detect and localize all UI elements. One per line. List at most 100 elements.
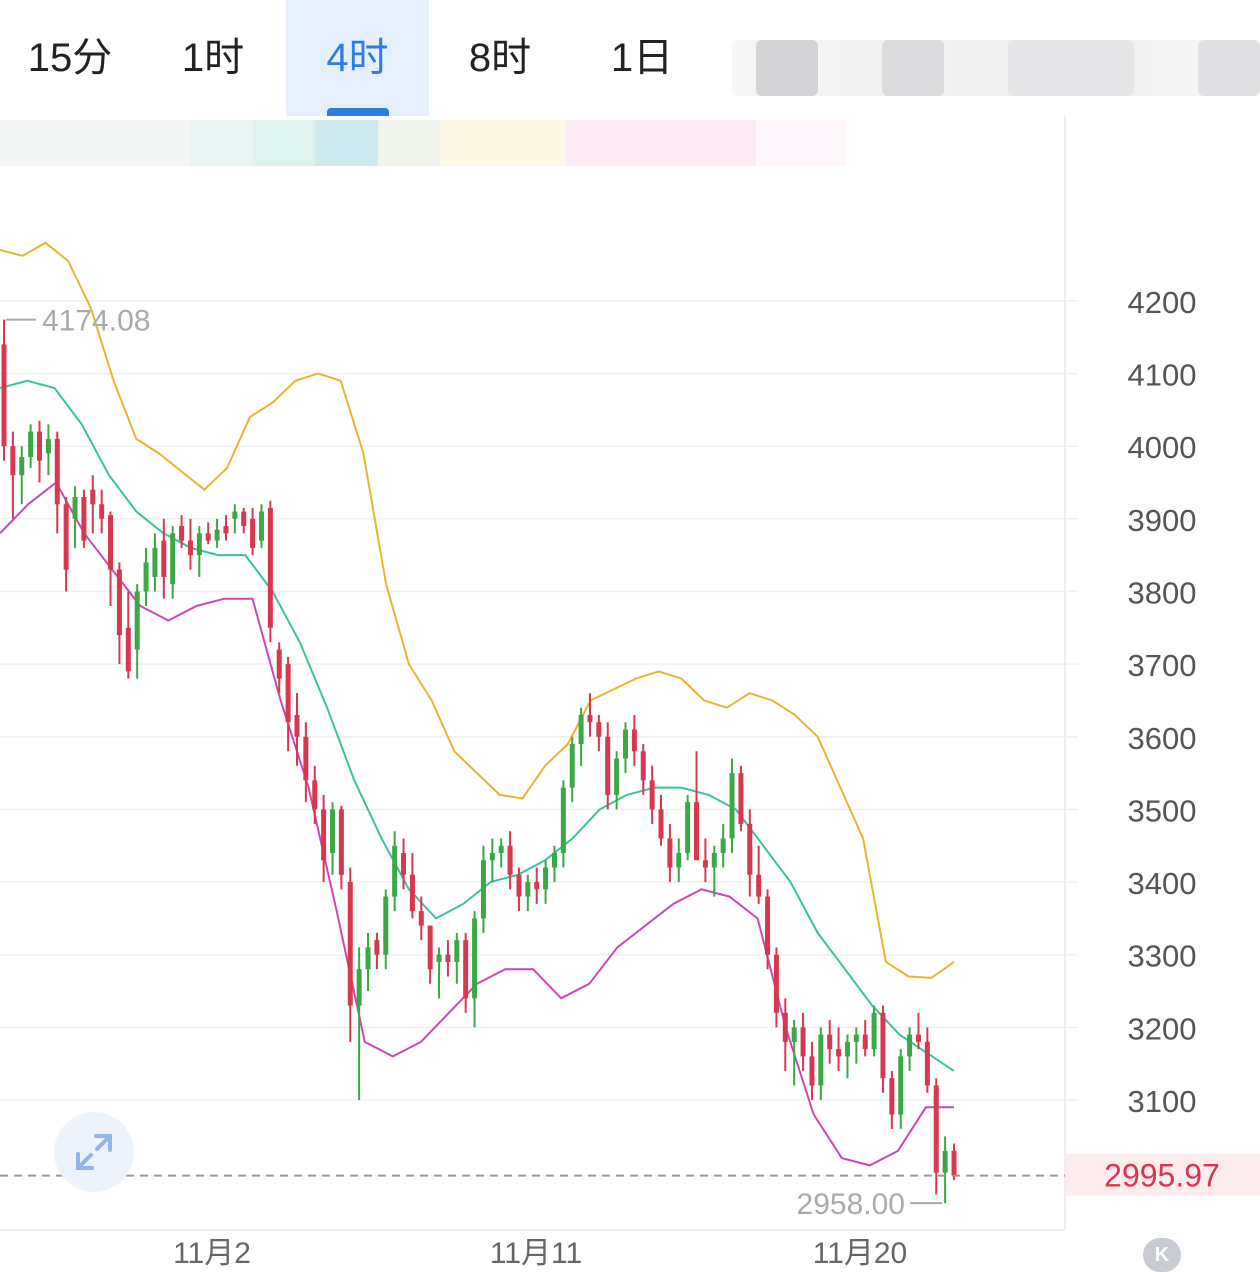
last-price-label: 2995.97 — [1104, 1158, 1220, 1194]
candle-body — [445, 954, 451, 962]
candle-body — [187, 540, 193, 556]
price-tick-label: 3900 — [1128, 503, 1197, 538]
candle-body — [871, 1012, 877, 1050]
candle-body — [889, 1078, 895, 1115]
candle-body — [276, 649, 282, 679]
candle-body — [418, 911, 424, 926]
candle-body — [800, 1027, 806, 1057]
candle-body — [267, 507, 273, 628]
price-tick-label: 3700 — [1128, 648, 1197, 683]
candle-body — [818, 1034, 824, 1086]
blurred-block — [1198, 40, 1260, 96]
candle-body — [19, 457, 25, 476]
candle-body — [747, 823, 753, 875]
candle-body — [827, 1034, 833, 1050]
blurred-indicator-strip — [190, 120, 253, 166]
candle-body — [738, 773, 744, 824]
active-tab-indicator — [326, 108, 389, 116]
candle-body — [312, 780, 318, 810]
candle-body — [569, 744, 575, 788]
candle-body — [791, 1027, 797, 1042]
candle-body — [596, 722, 602, 737]
tab-15min[interactable]: 15分 — [0, 0, 140, 116]
time-tick-label: 11月11 — [490, 1237, 582, 1270]
candle-body — [108, 515, 114, 570]
blurred-block — [756, 40, 818, 96]
blurred-toolbar — [732, 40, 1260, 96]
candle-body — [338, 809, 344, 875]
candle-body — [223, 526, 229, 534]
candle-body — [392, 845, 398, 897]
max-price-label: 4174.08 — [42, 305, 150, 338]
price-tick-label: 3100 — [1128, 1084, 1197, 1119]
price-tick-label: 4100 — [1128, 358, 1197, 393]
price-axis: 4200 4100 4000 3900 3800 3700 3600 3500 3400 3300… — [1128, 285, 1197, 1119]
tab-4h[interactable]: 4时 — [286, 0, 429, 116]
candle-body — [658, 809, 664, 839]
tab-8h[interactable]: 8时 — [430, 0, 570, 116]
candle-body — [676, 852, 682, 868]
candle-body — [90, 489, 96, 505]
candle-body — [525, 882, 531, 897]
candle-body — [205, 533, 211, 541]
grid-lines — [0, 300, 1078, 1101]
candle-body — [756, 874, 762, 897]
tab-label: 1时 — [181, 36, 245, 80]
expand-button[interactable] — [54, 1112, 134, 1192]
candle-body — [720, 838, 726, 853]
candle-body — [330, 809, 336, 853]
candle-body — [649, 780, 655, 810]
candle-body — [152, 547, 158, 577]
candle-body — [605, 736, 611, 795]
candle-body — [250, 518, 256, 548]
candle-body — [844, 1041, 850, 1057]
blurred-indicator-strip — [756, 120, 846, 166]
candle-body — [383, 896, 389, 955]
candle-body — [694, 802, 700, 861]
candle-body — [951, 1150, 957, 1176]
candle-body — [81, 497, 87, 541]
candle-body — [294, 714, 300, 737]
candle-body — [614, 758, 620, 795]
price-tick-label: 3600 — [1128, 721, 1197, 756]
candle-body — [454, 940, 460, 962]
candle-body — [161, 540, 167, 577]
candle-body — [45, 438, 51, 454]
candle-body — [134, 591, 140, 650]
boll-upper-band — [0, 241, 955, 979]
candle-body — [640, 751, 646, 781]
candle-body — [942, 1150, 948, 1173]
candle-body — [667, 838, 673, 868]
candle-body — [232, 511, 238, 519]
candle-body — [63, 504, 69, 570]
candle-body — [472, 918, 478, 999]
price-tick-label: 3300 — [1128, 939, 1197, 974]
tab-1d[interactable]: 1日 — [572, 0, 712, 116]
candle-body — [285, 664, 291, 723]
blurred-indicator-strip — [0, 120, 190, 166]
candle-body — [853, 1034, 859, 1042]
candle-body — [436, 954, 442, 962]
candle-body — [782, 1012, 788, 1042]
candle-body — [401, 852, 407, 875]
candle-body — [125, 627, 131, 672]
candle-body — [72, 497, 78, 519]
blurred-block — [1008, 40, 1134, 96]
time-tick-label: 11月20 — [813, 1237, 908, 1270]
candle-body — [365, 947, 371, 970]
tab-label: 15分 — [27, 36, 113, 80]
k-line-badge-icon[interactable]: K — [1143, 1238, 1181, 1272]
candle-body — [347, 882, 353, 1006]
time-axis: 11月2 11月11 11月20 — [173, 1237, 907, 1270]
tab-1h[interactable]: 1时 — [142, 0, 284, 116]
candle-body — [765, 896, 771, 955]
candle-body — [836, 1049, 842, 1057]
candle-body — [480, 860, 486, 919]
candle-body — [241, 511, 247, 527]
candle-body — [1, 344, 7, 447]
price-tick-label: 3500 — [1128, 793, 1197, 828]
candle-body — [862, 1034, 868, 1050]
candle-body — [374, 940, 380, 955]
candle-body — [933, 1085, 939, 1173]
